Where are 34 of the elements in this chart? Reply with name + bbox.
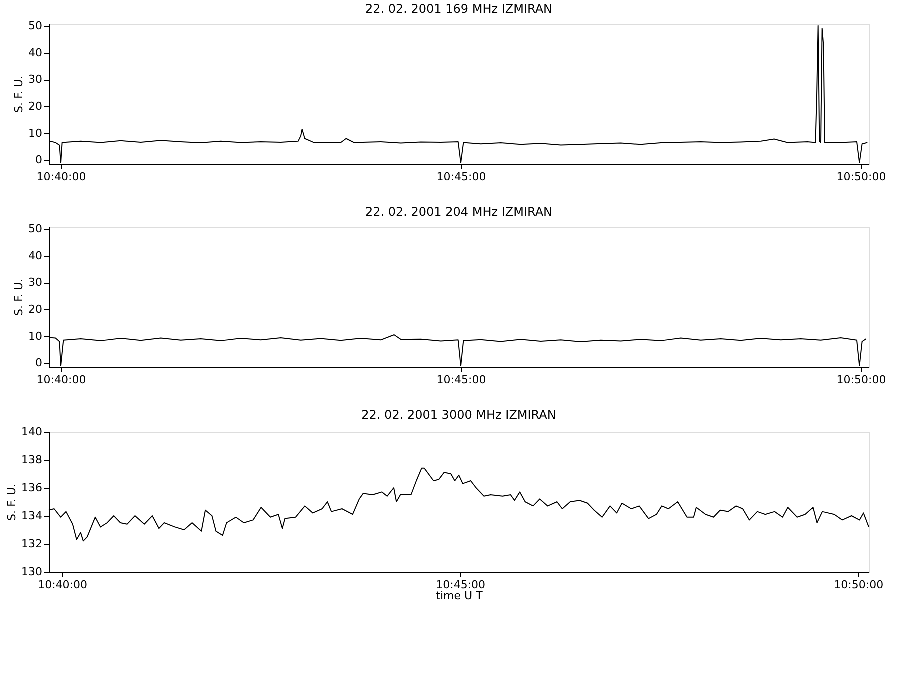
x-tick-label: 10:45:00 bbox=[436, 578, 486, 592]
x-tick-label: 10:40:00 bbox=[36, 170, 86, 184]
y-tick-label: 136 bbox=[22, 482, 42, 494]
y-axis-title: S. F. U. bbox=[6, 484, 19, 522]
x-tick-label: 10:45:00 bbox=[436, 374, 486, 386]
x-tick-label: 10:50:00 bbox=[836, 374, 886, 386]
y-tick-label: 20 bbox=[28, 100, 42, 113]
y-tick-label: 50 bbox=[28, 19, 42, 32]
x-tick-label: 10:50:00 bbox=[834, 578, 884, 592]
y-tick-label: 138 bbox=[22, 454, 42, 466]
chart-title: 22. 02. 2001 3000 MHz IZMIRAN bbox=[362, 408, 556, 422]
y-tick-label: 40 bbox=[28, 249, 42, 262]
chart-title: 22. 02. 2001 169 MHz IZMIRAN bbox=[365, 2, 553, 16]
y-tick-label: 30 bbox=[28, 276, 42, 290]
y-tick-label: 132 bbox=[22, 538, 42, 550]
y-tick-label: 140 bbox=[22, 426, 42, 438]
y-tick-label: 30 bbox=[28, 73, 42, 86]
x-tick-label: 10:40:00 bbox=[38, 578, 88, 592]
x-tick-label: 10:50:00 bbox=[836, 170, 886, 184]
y-tick-label: 10 bbox=[28, 330, 42, 343]
x-axis-title: time U T bbox=[436, 590, 484, 602]
y-tick-label: 50 bbox=[28, 222, 42, 236]
y-tick-label: 0 bbox=[36, 154, 42, 167]
y-tick-label: 134 bbox=[22, 510, 42, 522]
y-axis-title: S. F. U. bbox=[12, 278, 26, 316]
y-tick-label: 0 bbox=[36, 356, 42, 370]
x-tick-label: 10:45:00 bbox=[436, 170, 486, 184]
chart-title: 22. 02. 2001 204 MHz IZMIRAN bbox=[365, 204, 553, 219]
y-tick-label: 10 bbox=[28, 126, 42, 140]
y-axis-title: S. F. U. bbox=[12, 76, 26, 114]
x-tick-label: 10:40:00 bbox=[36, 374, 86, 386]
y-tick-label: 130 bbox=[22, 566, 42, 578]
y-tick-label: 20 bbox=[28, 302, 42, 316]
y-tick-label: 40 bbox=[28, 46, 42, 60]
